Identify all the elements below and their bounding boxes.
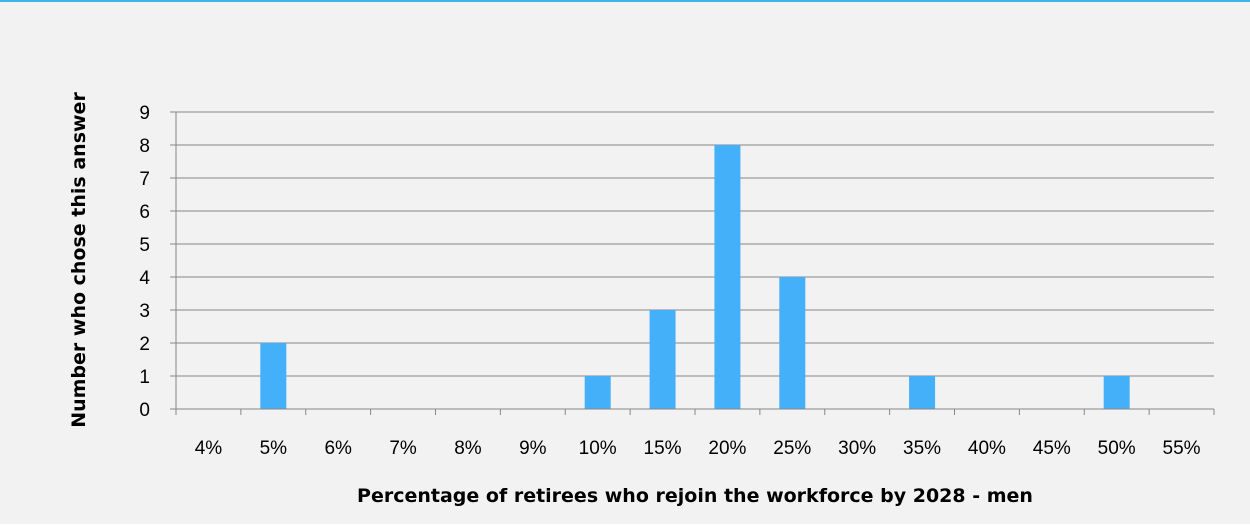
x-axis-title: Percentage of retirees who rejoin the wo… — [357, 485, 1033, 507]
y-tick-label: 4 — [139, 268, 150, 289]
x-tick-label: 45% — [1033, 438, 1071, 459]
y-tick-label: 7 — [139, 169, 150, 190]
x-tick-labels: 4% 5% 6% 7% 8% 9% 10% 15% 20% 25% 30% 35% 40% 45% 50% 5… — [195, 438, 1201, 459]
y-tick-label: 2 — [139, 334, 150, 355]
x-tick-label: 55% — [1163, 438, 1201, 459]
y-tick-label: 5 — [139, 235, 150, 256]
bar-15pct — [649, 310, 676, 409]
y-tick-label: 9 — [139, 103, 150, 124]
axes — [170, 111, 1215, 415]
x-tick-label: 35% — [903, 438, 941, 459]
x-tick-label: 50% — [1098, 438, 1136, 459]
x-tick-label: 10% — [579, 438, 617, 459]
x-tick-label: 40% — [968, 438, 1006, 459]
bar-50pct — [1103, 376, 1130, 409]
y-tick-label: 6 — [139, 202, 150, 223]
y-tick-label: 1 — [139, 367, 150, 388]
bar-35pct — [909, 376, 936, 409]
x-tick-label: 20% — [708, 438, 746, 459]
bar-25pct — [779, 277, 806, 409]
x-tick-label: 15% — [644, 438, 682, 459]
y-tick-labels: 0 1 2 3 4 5 6 7 8 9 — [139, 103, 150, 421]
x-tick-label: 4% — [195, 438, 223, 459]
y-tick-label: 3 — [139, 301, 150, 322]
bar-5pct — [260, 343, 287, 409]
x-tick-label: 30% — [838, 438, 876, 459]
x-tick-label: 7% — [389, 438, 417, 459]
gridlines — [176, 111, 1214, 377]
y-tick-label: 8 — [139, 136, 150, 157]
x-tick-label: 8% — [454, 438, 482, 459]
y-axis-title: Number who chose this answer — [68, 92, 90, 428]
bar-10pct — [584, 376, 611, 409]
bars — [260, 145, 1130, 409]
bar-20pct — [714, 145, 741, 409]
x-tick-label: 9% — [519, 438, 547, 459]
x-tick-label: 6% — [324, 438, 352, 459]
x-tick-label: 5% — [260, 438, 288, 459]
x-tick-label: 25% — [773, 438, 811, 459]
y-tick-label: 0 — [139, 400, 150, 421]
